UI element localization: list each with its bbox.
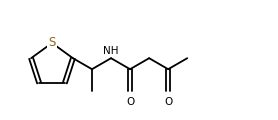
Text: NH: NH xyxy=(103,46,119,56)
Text: O: O xyxy=(126,97,134,107)
Text: S: S xyxy=(48,36,56,49)
Text: O: O xyxy=(164,97,172,107)
